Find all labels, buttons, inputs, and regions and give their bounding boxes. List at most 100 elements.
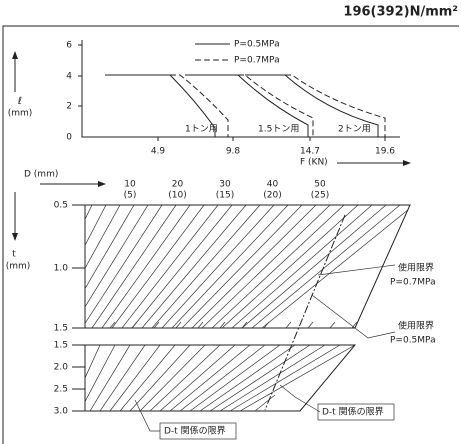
nomogram-line	[169, 345, 251, 411]
nomogram-line	[239, 345, 355, 411]
nomogram-line	[121, 205, 219, 328]
tick-marks	[78, 44, 386, 141]
nomogram-line	[191, 205, 317, 328]
d-tick-label: 30	[219, 180, 231, 190]
nomogram-line	[221, 205, 359, 328]
nomogram-line	[179, 345, 266, 411]
bottom-tick	[329, 321, 336, 328]
d-tick-label: 50	[314, 180, 326, 190]
nomogram-line	[211, 205, 345, 328]
limit-line	[264, 214, 346, 411]
bottom-tick	[263, 321, 270, 328]
nomogram-line	[151, 205, 261, 328]
nomogram-line	[99, 345, 146, 411]
nomogram-line	[109, 345, 161, 411]
annotation-box	[159, 422, 237, 440]
annotation-box	[317, 403, 395, 421]
nomogram-line	[189, 345, 281, 411]
nomogram-line	[85, 205, 135, 328]
bottom-tick	[351, 321, 358, 328]
y-tick-label: 0	[66, 133, 72, 143]
y-label: (mm)	[8, 109, 33, 119]
annotation: D-t 関係の限界	[322, 407, 384, 418]
nomogram-line	[171, 205, 289, 328]
d-tick-label: 10	[124, 180, 136, 190]
nomogram-line	[219, 345, 326, 411]
legend-label: P=0.5MPa	[234, 40, 280, 50]
nomogram-line	[85, 345, 116, 411]
x-tick-label: 14.7	[300, 147, 320, 157]
nomogram-line	[261, 205, 410, 328]
t-label: t	[12, 250, 16, 260]
curve	[185, 74, 309, 137]
annotation: P=0.7MPa	[390, 278, 436, 288]
bottom-tick	[109, 321, 116, 328]
t-tick-label: 2.5	[54, 385, 68, 395]
y-ticks: 6 4 2 0	[66, 41, 386, 143]
nomogram-line	[129, 345, 191, 411]
t-tick-label: 1.5	[54, 341, 68, 351]
upper-lines	[85, 205, 410, 328]
annotation: 使用限界	[398, 262, 434, 274]
nomogram-line	[119, 345, 176, 411]
nomogram-line	[101, 205, 191, 328]
x-label: F (KN)	[300, 158, 328, 168]
bottom-tick	[197, 321, 204, 328]
x-tick-label: 4.9	[151, 147, 166, 157]
d-tick-label: 40	[267, 180, 279, 190]
nomogram-line	[139, 345, 206, 411]
nomogram-line	[85, 205, 107, 328]
nomogram-line	[199, 345, 296, 411]
y-tick-label: 6	[66, 41, 72, 51]
nomogram-line	[149, 345, 221, 411]
bottom-tick	[131, 321, 138, 328]
d-tick-label: 20	[172, 180, 184, 190]
nomogram-line	[131, 205, 233, 328]
curve	[245, 74, 379, 137]
t-tick-label: 1.5	[54, 324, 68, 334]
x-tick-label: 9.8	[226, 147, 241, 157]
d-tick-label: (25)	[311, 191, 329, 201]
y-tick-label: 4	[66, 72, 72, 82]
curve	[105, 74, 216, 137]
nomogram-line	[251, 205, 401, 328]
lower-region	[84, 344, 357, 412]
curve	[170, 74, 229, 137]
nomogram-line	[241, 205, 387, 328]
curve-label: 1トン用	[185, 124, 218, 135]
frame	[2, 25, 459, 444]
bottom-tick	[219, 321, 226, 328]
leader-lines	[134, 264, 396, 432]
nomogram-line	[159, 345, 236, 411]
bottom-tick	[153, 321, 160, 328]
nomogram-line	[209, 345, 311, 411]
d-tick-label: (10)	[168, 191, 186, 201]
nomogram-line	[85, 345, 101, 411]
legend-label: P=0.7MPa	[234, 56, 280, 66]
d-ticks: 10(5) 20(10) 30(15) 40(20) 50(25)	[124, 180, 330, 201]
curve-label: 2トン用	[338, 124, 371, 135]
bottom-tick	[241, 321, 248, 328]
curves	[105, 74, 386, 137]
annotation: D-t 関係の限界	[164, 426, 226, 437]
curve-label: 1.5トン用	[258, 124, 299, 135]
annotation: 使用限界	[398, 320, 434, 332]
nomogram-line	[111, 205, 205, 328]
nomogram-line	[85, 205, 149, 328]
header-title: 196(392)N/mm²	[343, 5, 458, 20]
d-label: D (mm)	[24, 170, 58, 180]
nomogram-line	[161, 205, 275, 328]
d-tick-label: (5)	[124, 191, 137, 201]
d-tick-label: (20)	[263, 191, 281, 201]
nomogram-line	[229, 345, 341, 411]
nomogram-line	[91, 205, 177, 328]
x-tick-label: 19.6	[375, 147, 395, 157]
t-tick-label: 2.0	[54, 363, 69, 373]
t-tick-label: 1.0	[54, 264, 69, 274]
curve	[285, 74, 386, 137]
nomogram-line	[201, 205, 331, 328]
d-tick-label: (15)	[216, 191, 234, 201]
annotation: P=0.5MPa	[390, 336, 436, 346]
t-tick-label: 0.5	[54, 201, 68, 211]
